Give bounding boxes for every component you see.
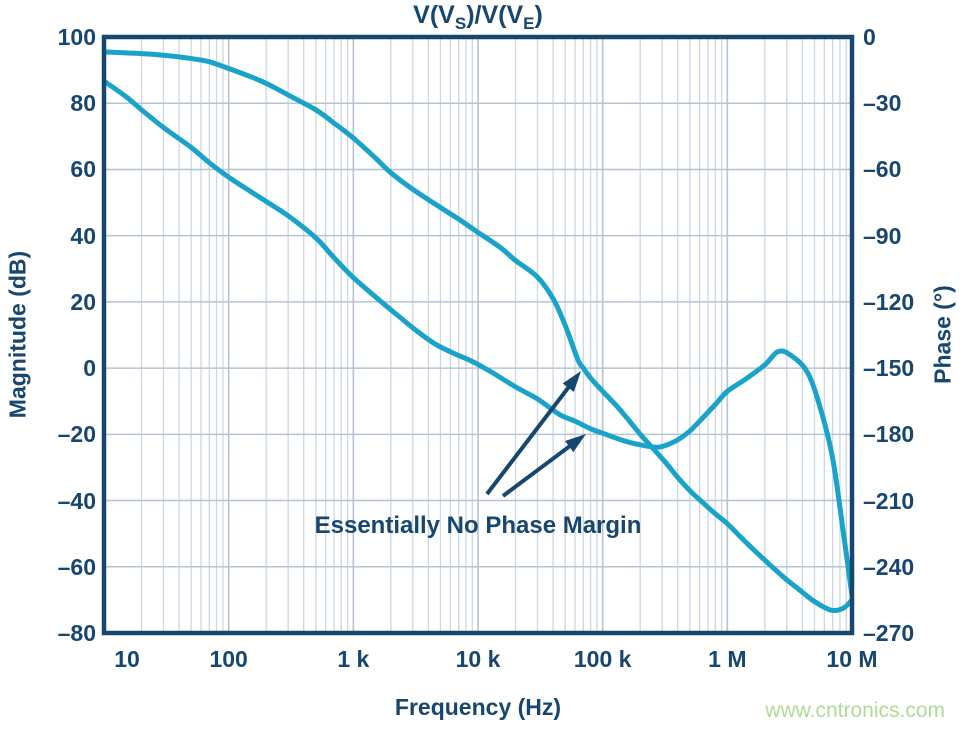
left-axis-tick-label: –20 (57, 421, 96, 448)
x-axis-tick-label: 1 M (708, 646, 747, 672)
right-axis-tick-label: –270 (863, 620, 915, 646)
gridlines (104, 37, 852, 633)
chart-title-subscript: S (454, 14, 467, 33)
left-axis-tick-label: 100 (57, 24, 96, 50)
right-axis-tick-label: –30 (863, 90, 902, 117)
right-axis-tick-label: –210 (863, 487, 915, 514)
annotation-arrow (485, 371, 581, 496)
right-axis-tick-label: –150 (863, 355, 915, 382)
left-axis-tick-label: 40 (70, 222, 96, 249)
x-axis-tick-label: 100 (209, 646, 248, 672)
left-axis-tick-label: 20 (70, 288, 96, 315)
left-axis-tick-label: 0 (83, 355, 96, 382)
left-axis-tick-label: –60 (57, 553, 96, 580)
chart-title: V(VS)/V(VE) (104, 1, 852, 34)
x-axis-title: Frequency (Hz) (394, 694, 562, 720)
x-axis-tick-label: 10 k (455, 646, 501, 672)
right-axis-tick-label: –240 (863, 553, 915, 580)
right-axis-tick-label: –120 (863, 288, 915, 315)
right-axis-tick-label: –90 (863, 222, 902, 249)
left-axis-tick-label: 80 (70, 90, 96, 117)
x-axis-tick-label: 100 k (573, 646, 632, 672)
magnitude-curve (104, 49, 852, 614)
watermark-text: www.cntronics.com (765, 699, 945, 722)
plot-border (101, 34, 855, 636)
x-axis-tick-label: 1 k (337, 646, 370, 672)
chart-title-part: ) (534, 1, 543, 29)
x-axis-tick-label: 10 M (826, 646, 878, 672)
left-axis-tick-label: 60 (70, 156, 96, 183)
annotation-arrow (501, 434, 586, 498)
right-axis-tick-label: –180 (863, 421, 915, 448)
right-axis-tick-label: –60 (863, 156, 902, 183)
chart-title-subscript: E (523, 14, 535, 33)
x-axis-tick-label: 10 (114, 646, 140, 672)
left-axis-tick-label: –80 (57, 620, 96, 646)
chart-title-part: )/V(V (466, 1, 524, 29)
annotation-no-phase-margin: Essentially No Phase Margin (314, 512, 642, 539)
left-axis-tick-label: –40 (57, 487, 96, 514)
chart-title-part: V(V (413, 1, 455, 29)
right-axis-tick-label: 0 (863, 24, 876, 50)
